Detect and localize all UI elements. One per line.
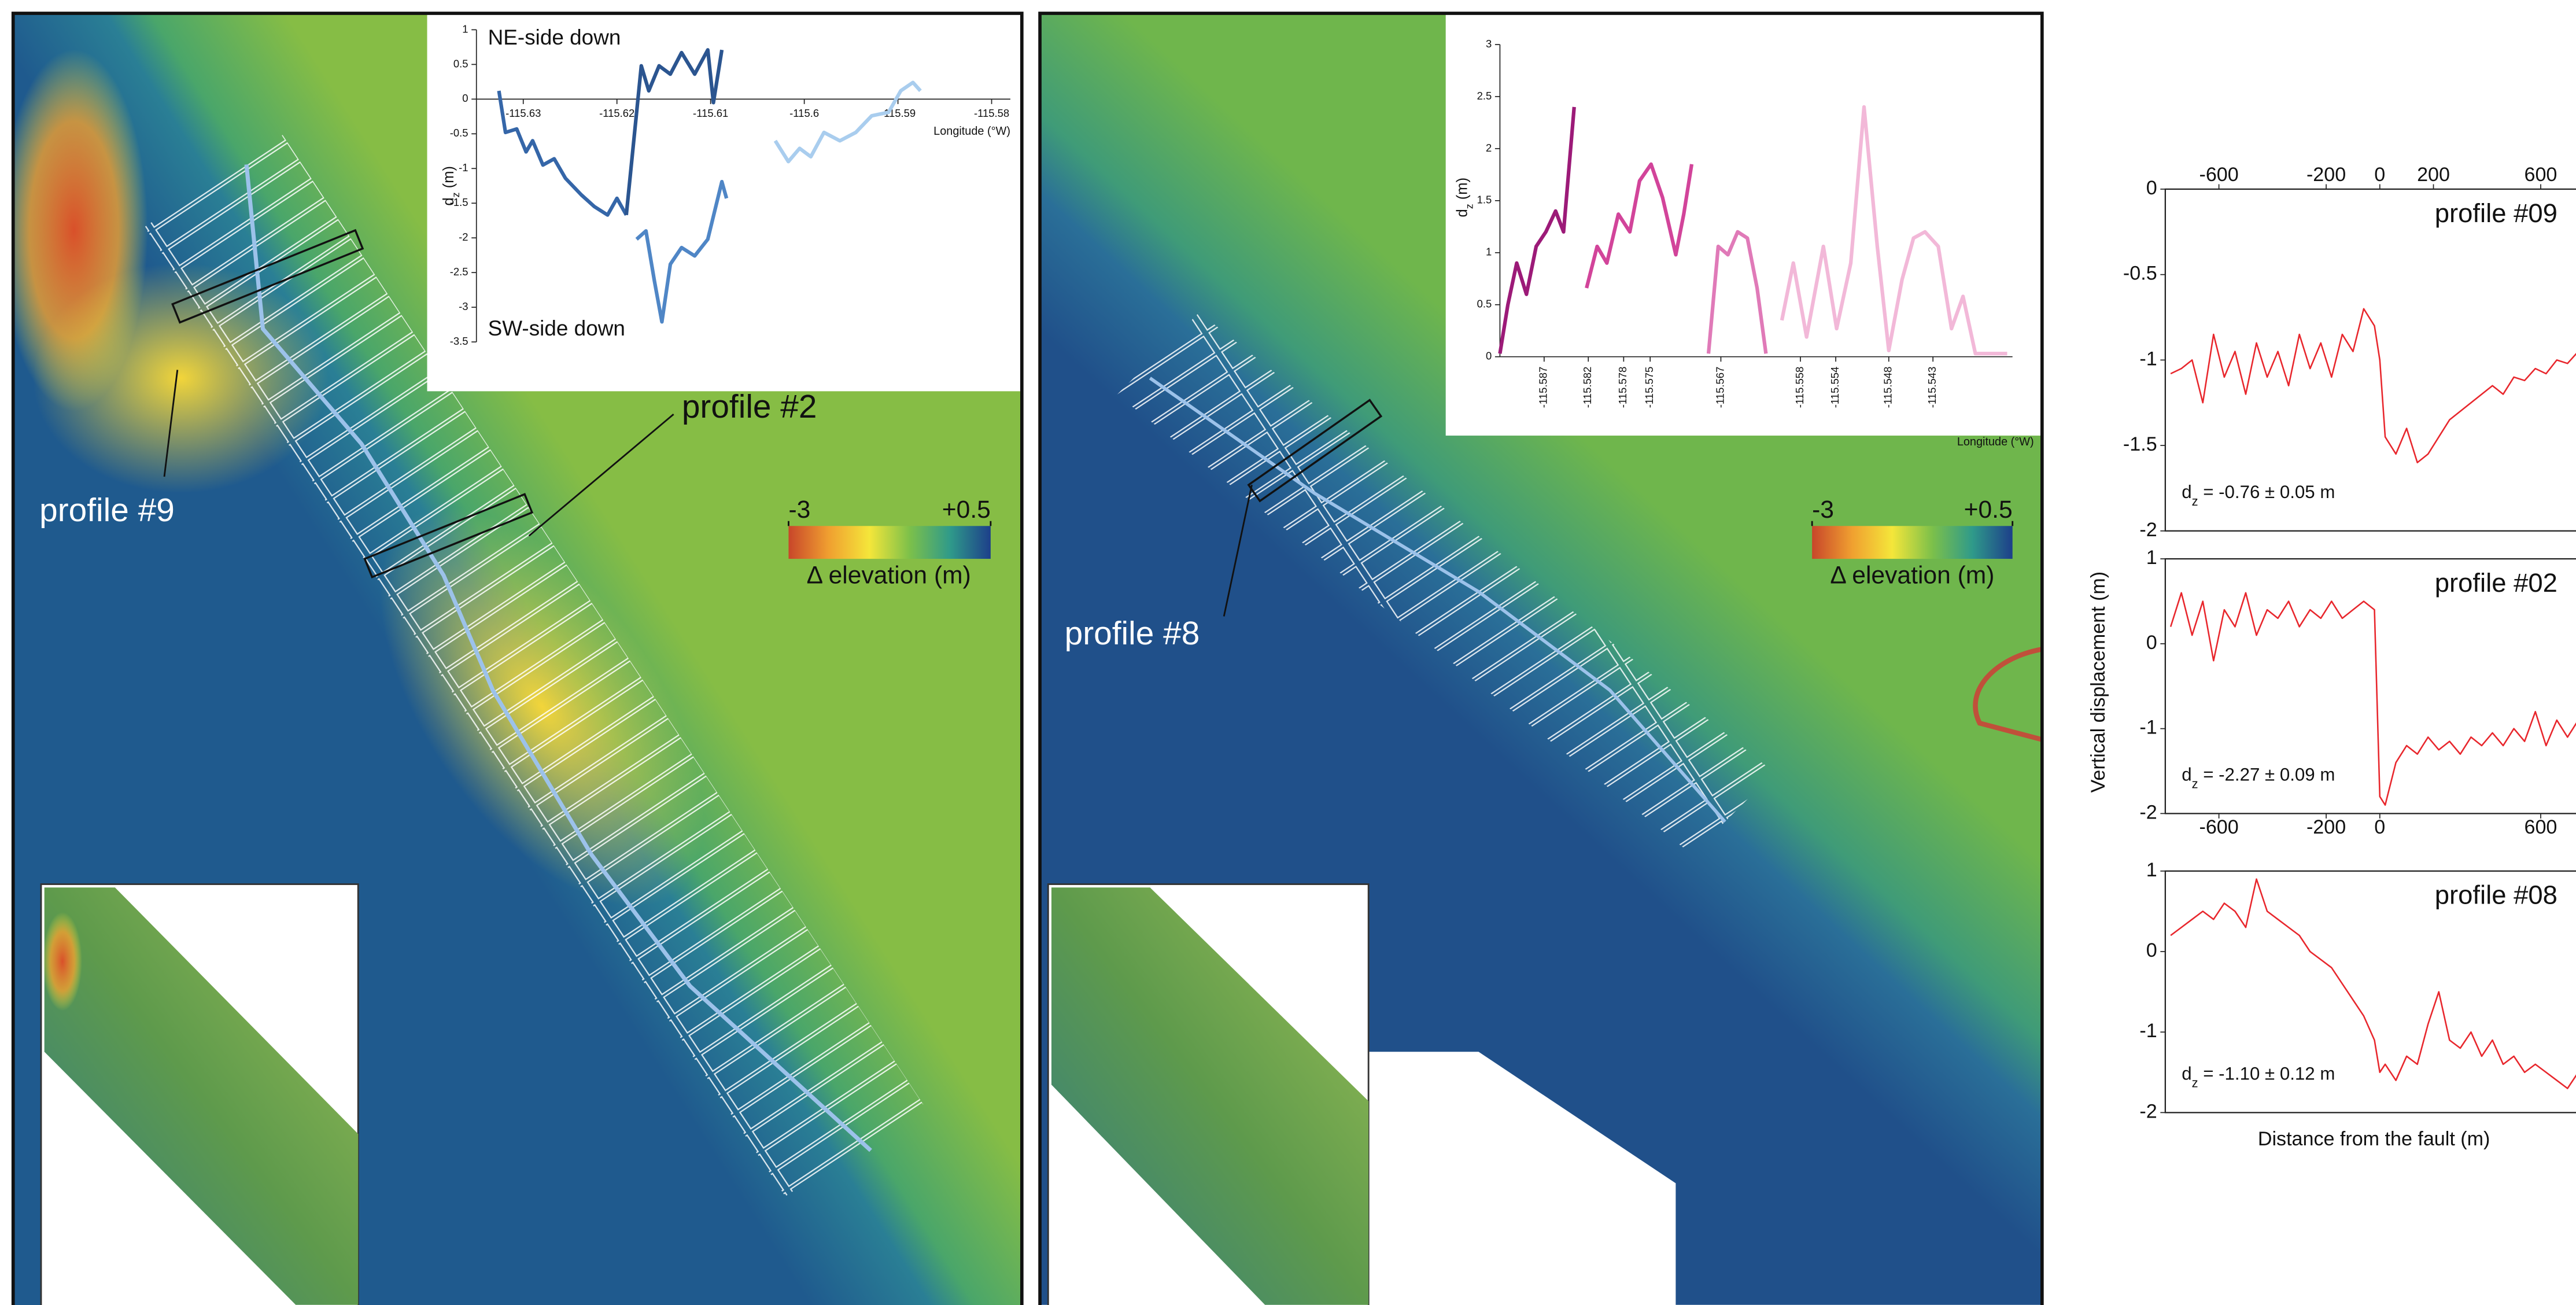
y-axis-label-part: z [1464, 204, 1475, 209]
y-tick-label: 1 [2146, 547, 2157, 569]
dz-annotation-part: d [2182, 765, 2191, 785]
y-tick-label: -2 [459, 231, 468, 243]
figure: profile #9 profile #2 Δ elevation (m) pr… [0, 0, 2576, 1305]
y-tick-label: -3.5 [450, 335, 468, 347]
dz-annotation-part: = -1.10 ± 0.12 m [2198, 1064, 2335, 1084]
y-tick-label: 1 [462, 23, 468, 35]
y-axis-label: Vertical displacement (m) [2087, 572, 2109, 793]
dz-annotation-part: = -2.27 ± 0.09 m [2198, 765, 2335, 785]
dz-annotation: dz = -0.76 ± 0.05 m [2182, 482, 2335, 508]
colorbar [788, 526, 990, 559]
x-tick-label: -115.548 [1882, 367, 1894, 408]
y-tick-label: 0 [2146, 632, 2157, 654]
dz-annotation-part: z [2192, 776, 2198, 791]
y-tick-label: -2 [2139, 1100, 2157, 1122]
x-tick-label: -115.578 [1617, 367, 1629, 408]
y-tick-label: 0 [2146, 177, 2157, 199]
y-axis-label-part: d [441, 197, 457, 205]
y-tick-label: 1 [2146, 859, 2157, 881]
x-tick-label: -200 [2306, 164, 2346, 186]
y-tick-label: -2 [2139, 519, 2157, 541]
x-tick-label: 0 [2374, 164, 2385, 186]
y-axis-label-part: z [450, 192, 462, 197]
y-axis-label-part: (m) [441, 166, 457, 192]
x-tick-label: -115.62 [599, 107, 634, 119]
dz-annotation: dz = -2.27 ± 0.09 m [2182, 765, 2335, 791]
colorbar [1812, 526, 2013, 559]
chart-title: profile #02 [2435, 568, 2557, 598]
y-tick-label: -1 [2139, 717, 2157, 739]
annotation: SW-side down [488, 316, 625, 340]
y-tick-label: 2 [1486, 142, 1492, 154]
x-tick-label: -115.6 [789, 107, 819, 119]
y-tick-label: -1 [2139, 348, 2157, 370]
profile-label: profile #9 [39, 492, 175, 529]
dz-annotation-part: d [2182, 1064, 2191, 1084]
annotation: NE-side down [488, 25, 621, 49]
x-tick-label: -115.543 [1926, 367, 1938, 408]
x-tick-label: -600 [2199, 164, 2238, 186]
y-axis-label-part: d [1455, 209, 1471, 217]
colorbar-tick-label: -3 [788, 496, 810, 524]
y-tick-label: -2 [2139, 801, 2157, 823]
y-tick-label: 1.5 [1477, 194, 1492, 206]
profile-label: profile #8 [1065, 615, 1200, 652]
dz-annotation-part: d [2182, 482, 2191, 502]
y-tick-label: 0.5 [453, 57, 468, 69]
y-axis-label-part: (m) [1455, 178, 1471, 204]
x-tick-label: -200 [2306, 816, 2346, 838]
colorbar-tick-label: -3 [1812, 496, 1834, 524]
y-tick-label: 2.5 [1477, 90, 1492, 102]
x-tick-label: -115.575 [1643, 367, 1655, 408]
x-tick-label: 0 [2374, 816, 2385, 838]
y-tick-label: -0.5 [2123, 263, 2157, 285]
data-line [2171, 309, 2576, 463]
dz-annotation: dz = -1.10 ± 0.12 m [2182, 1064, 2335, 1090]
x-axis-label: Longitude (°W) [933, 125, 1010, 138]
map-panel: profile #8 Δ elevation (m) [1040, 13, 2042, 1305]
y-tick-label: 0 [1486, 350, 1492, 362]
chart-title: profile #08 [2435, 880, 2557, 910]
y-tick-label: -0.5 [450, 127, 468, 139]
dz-annotation-part: z [2192, 493, 2198, 508]
x-tick-label: -115.554 [1829, 367, 1841, 408]
chart-title: profile #09 [2435, 198, 2557, 228]
plot-frame [2165, 189, 2576, 531]
profile-label: profile #2 [682, 389, 817, 425]
map-panel: profile #9 profile #2 Δ elevation (m) [0, 13, 1022, 1305]
y-tick-label: 1 [1486, 246, 1492, 258]
x-tick-label: -600 [2199, 816, 2238, 838]
x-tick-label: -115.582 [1581, 367, 1593, 408]
x-tick-label: 200 [2417, 164, 2450, 186]
colorbar-label: Δ elevation (m) [1830, 562, 1994, 589]
y-tick-label: -1 [2139, 1020, 2157, 1042]
page: {"maps": [ {"profile_labels": ["profile … [0, 0, 2576, 1305]
colorbar-label: Δ elevation (m) [807, 562, 971, 589]
colorbar-tick-label: +0.5 [942, 496, 991, 524]
dz-annotation-part: = -0.76 ± 0.05 m [2198, 482, 2335, 502]
data-line [2171, 879, 2576, 1089]
y-tick-label: -2.5 [450, 266, 468, 278]
x-tick-label: -115.558 [1793, 367, 1806, 408]
inset-background [1446, 13, 2042, 436]
y-tick-label: 0 [2146, 939, 2157, 961]
y-tick-label: -3 [459, 300, 468, 312]
x-axis-label: Distance from the fault (m) [2258, 1128, 2490, 1150]
y-tick-label: 0 [462, 92, 468, 104]
x-tick-label: -115.58 [974, 107, 1009, 119]
x-tick-label: -115.63 [505, 107, 541, 119]
x-tick-label: 600 [2525, 164, 2557, 186]
dz-annotation-part: z [2192, 1075, 2198, 1090]
x-tick-label: -115.587 [1537, 367, 1549, 408]
x-tick-label: 600 [2525, 816, 2557, 838]
y-tick-label: 3 [1486, 38, 1492, 50]
x-axis-label: Longitude (°W) [1957, 436, 2034, 448]
colorbar-tick-label: +0.5 [1964, 496, 2013, 524]
y-tick-label: -1.5 [2123, 433, 2157, 455]
map-feature [43, 912, 82, 1011]
x-tick-label: -115.61 [693, 107, 728, 119]
x-tick-label: -115.567 [1714, 367, 1726, 408]
y-tick-label: 0.5 [1477, 298, 1492, 310]
y-tick-label: -1 [459, 161, 468, 174]
